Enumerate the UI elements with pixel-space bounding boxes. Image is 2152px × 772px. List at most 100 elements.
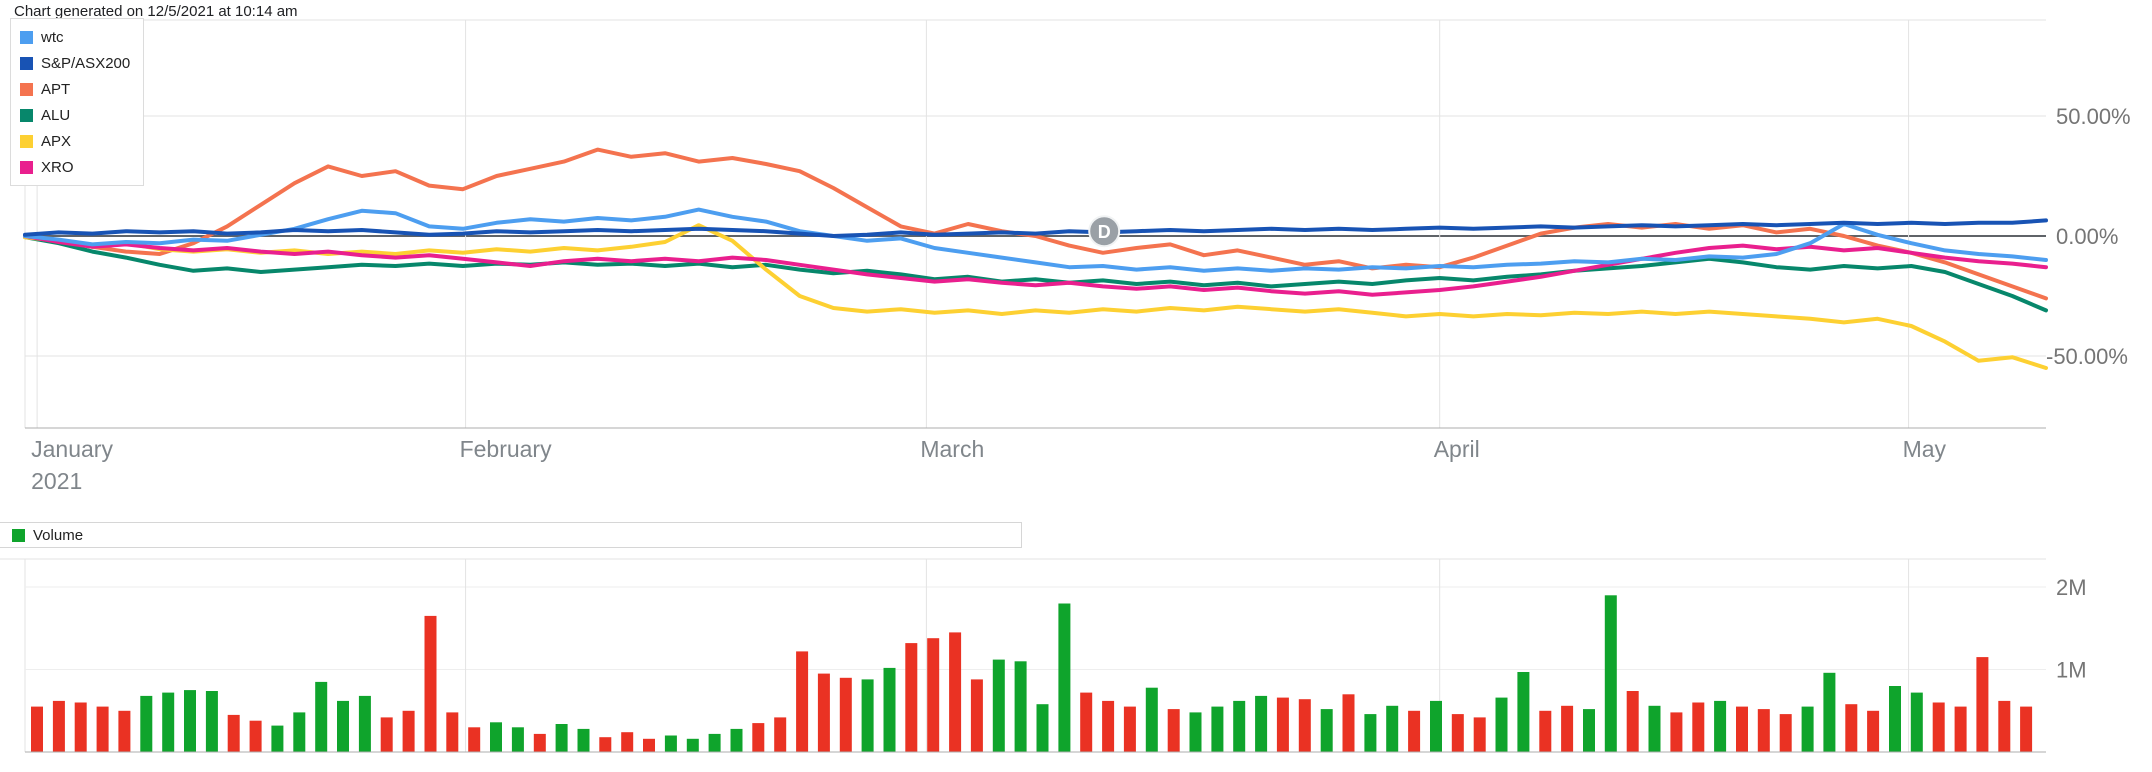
volume-bar bbox=[162, 692, 175, 752]
volume-legend-swatch bbox=[12, 528, 25, 542]
volume-bar bbox=[1539, 710, 1552, 752]
legend-swatch-xro bbox=[20, 160, 33, 174]
volume-bar bbox=[774, 717, 787, 752]
legend-item-wtc[interactable]: wtc bbox=[11, 24, 143, 50]
volume-bar bbox=[1714, 700, 1727, 752]
volume-bar bbox=[1364, 714, 1377, 752]
volume-bar bbox=[1014, 661, 1027, 752]
legend-label-apx: APX bbox=[41, 132, 72, 150]
chart-generated-note: Chart generated on 12/5/2021 at 10:14 am bbox=[14, 3, 298, 20]
legend-item-apx[interactable]: APX bbox=[11, 128, 143, 154]
volume-bar bbox=[1276, 697, 1289, 752]
volume-bar bbox=[621, 732, 634, 752]
volume-bar bbox=[293, 712, 306, 752]
volume-bar bbox=[1123, 706, 1136, 752]
volume-bar bbox=[1211, 706, 1224, 752]
volume-bar bbox=[1189, 712, 1202, 752]
volume-bar bbox=[380, 717, 393, 752]
volume-bar bbox=[402, 710, 415, 752]
volume-bar bbox=[140, 695, 153, 752]
volume-bar bbox=[1910, 692, 1923, 752]
volume-bar bbox=[337, 700, 349, 752]
legend-item-apt[interactable]: APT bbox=[11, 76, 143, 102]
volume-bar bbox=[686, 738, 699, 752]
volume-bar bbox=[927, 638, 940, 752]
legend-label-xro: XRO bbox=[41, 158, 74, 176]
volume-bar bbox=[1080, 692, 1093, 752]
volume-bar bbox=[1823, 672, 1836, 752]
legend-item-spasx200[interactable]: S&P/ASX200 bbox=[11, 50, 143, 76]
volume-bar bbox=[1036, 704, 1049, 752]
volume-bar bbox=[949, 632, 962, 752]
volume-bar bbox=[992, 659, 1005, 752]
volume-bar bbox=[970, 679, 983, 752]
volume-bar bbox=[271, 725, 284, 752]
volume-bar bbox=[96, 706, 109, 752]
volume-ytick-label: 1M bbox=[2056, 658, 2087, 683]
volume-bar bbox=[555, 724, 568, 752]
volume-bar bbox=[1670, 712, 1683, 752]
volume-bar bbox=[511, 727, 524, 752]
volume-bar bbox=[1298, 699, 1311, 752]
legend-item-alu[interactable]: ALU bbox=[11, 102, 143, 128]
volume-bar bbox=[839, 677, 852, 752]
volume-bar bbox=[1626, 691, 1639, 752]
volume-bar bbox=[796, 651, 809, 752]
legend-label-wtc: wtc bbox=[41, 28, 64, 46]
volume-bar bbox=[1998, 700, 2011, 752]
volume-bar bbox=[1408, 710, 1421, 752]
legend-swatch-apx bbox=[20, 134, 33, 148]
legend-label-spasx200: S&P/ASX200 bbox=[41, 54, 131, 72]
series-line-alu bbox=[23, 235, 2048, 313]
series-line-apx bbox=[23, 223, 2048, 370]
month-label: January bbox=[31, 436, 113, 462]
volume-bar bbox=[249, 720, 262, 752]
volume-bar bbox=[1255, 695, 1268, 752]
dividend-marker[interactable]: D bbox=[1088, 215, 1121, 248]
volume-bar bbox=[1561, 705, 1574, 752]
volume-bar bbox=[1102, 700, 1115, 752]
volume-bar bbox=[118, 710, 131, 752]
volume-bar bbox=[577, 728, 590, 752]
price-ytick-label: 0.00% bbox=[2056, 224, 2118, 249]
volume-bar bbox=[74, 702, 87, 752]
volume-bar bbox=[752, 723, 765, 752]
volume-bar bbox=[861, 679, 874, 752]
volume-bar bbox=[468, 727, 481, 752]
legend-swatch-apt bbox=[20, 82, 33, 96]
legend-label-apt: APT bbox=[41, 80, 71, 98]
volume-bar bbox=[1473, 717, 1486, 752]
volume-ytick-label: 2M bbox=[2056, 575, 2087, 600]
legend-label-alu: ALU bbox=[41, 106, 71, 124]
series-line-xro bbox=[23, 234, 2048, 297]
volume-bar bbox=[1320, 709, 1333, 752]
volume-bar bbox=[358, 695, 371, 752]
volume-bar bbox=[1386, 705, 1399, 752]
volume-bar bbox=[730, 728, 743, 752]
volume-bar bbox=[424, 615, 437, 752]
volume-bar bbox=[1889, 686, 1901, 752]
month-label: April bbox=[1434, 436, 1480, 462]
volume-bar bbox=[1430, 700, 1442, 752]
volume-bar bbox=[2020, 706, 2033, 752]
legend-item-xro[interactable]: XRO bbox=[11, 154, 143, 180]
series-line-spasx200 bbox=[23, 218, 2048, 238]
volume-bar bbox=[184, 690, 196, 752]
volume-bar bbox=[599, 737, 612, 752]
volume-bar bbox=[205, 691, 218, 752]
volume-bar bbox=[1145, 687, 1158, 752]
volume-bar bbox=[1342, 694, 1355, 752]
volume-bar bbox=[227, 714, 240, 752]
volume-bar bbox=[817, 673, 830, 752]
volume-bar bbox=[315, 681, 328, 752]
dividend-marker-circle[interactable] bbox=[1088, 215, 1121, 248]
volume-bar bbox=[643, 738, 655, 752]
volume-bar bbox=[1058, 603, 1071, 752]
volume-bar bbox=[1517, 672, 1530, 752]
volume-bar bbox=[52, 700, 65, 752]
volume-bar bbox=[1233, 700, 1246, 752]
volume-bar bbox=[446, 712, 459, 752]
series-line-apt bbox=[23, 147, 2048, 301]
